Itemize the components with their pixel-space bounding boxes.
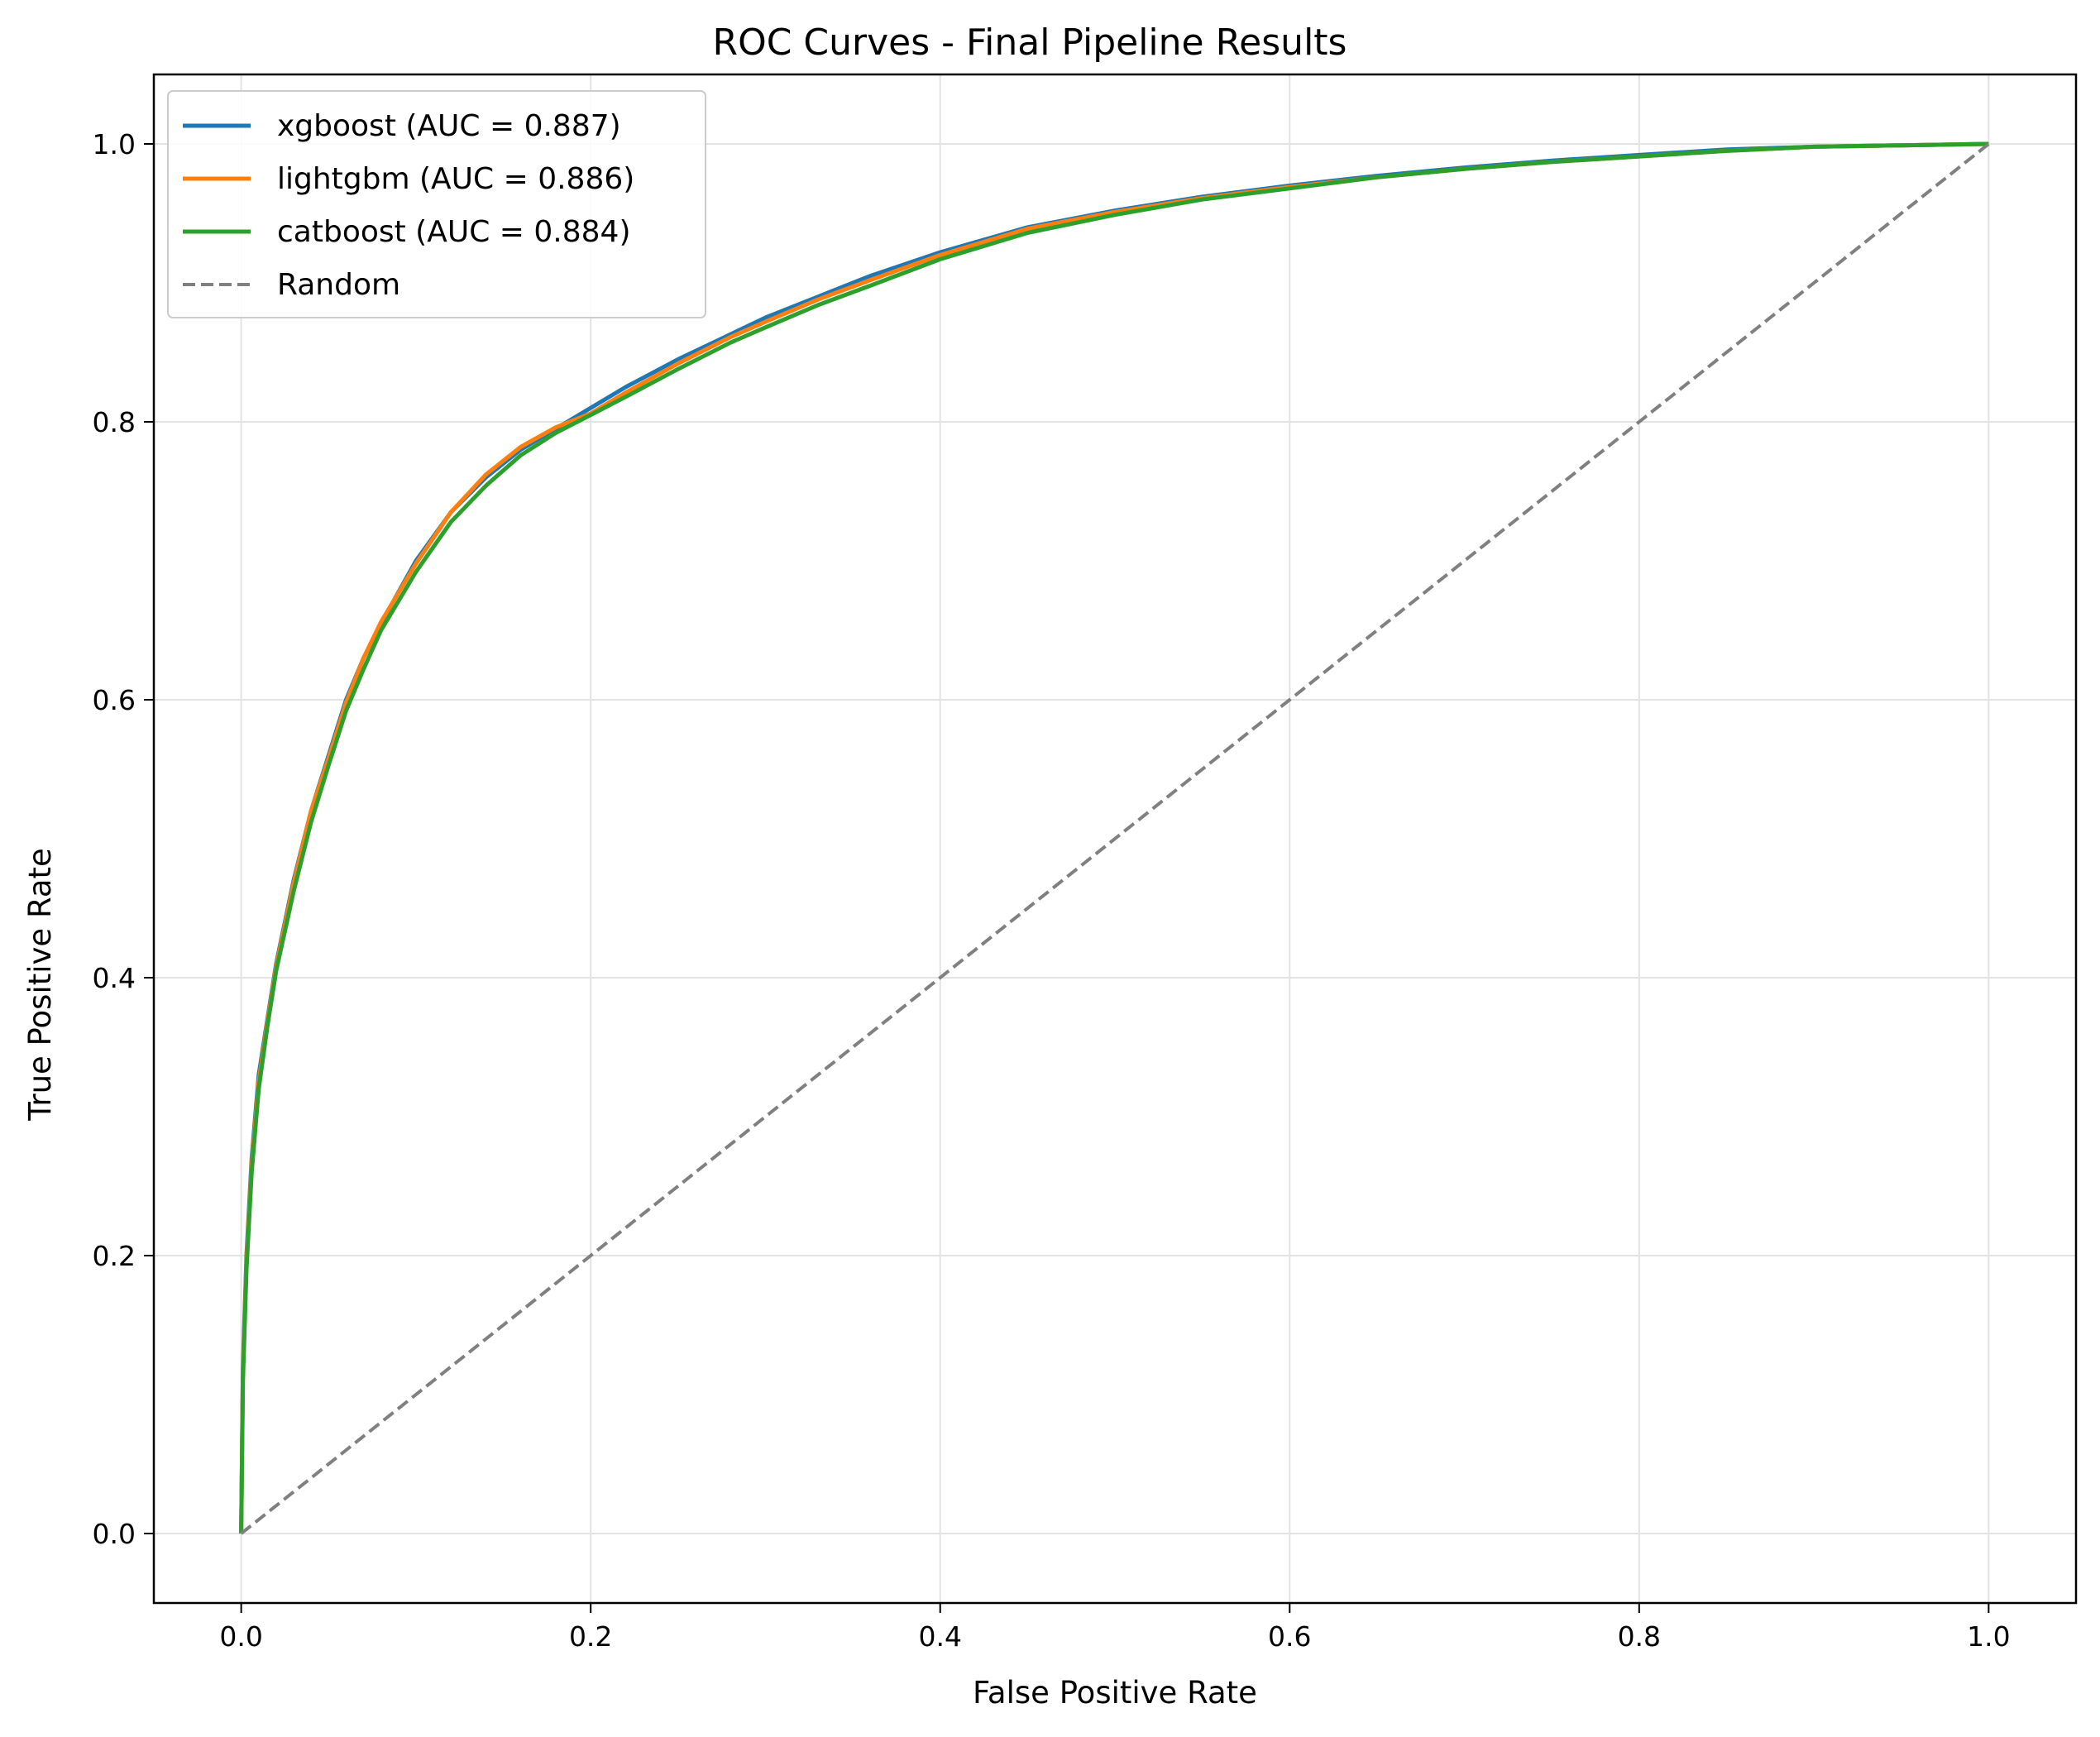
x-tick-label: 0.2	[569, 1620, 612, 1653]
series-layer	[239, 141, 1990, 1535]
legend-box	[167, 90, 706, 318]
legend: xgboost (AUC = 0.887) lightgbm (AUC = 0.8…	[167, 90, 706, 318]
legend-label: lightgbm (AUC = 0.886)	[277, 162, 634, 196]
x-tick-label: 1.0	[1967, 1620, 2010, 1653]
legend-label: Random	[277, 268, 400, 302]
grid	[154, 74, 2076, 1603]
series-line-random	[240, 142, 1990, 1535]
y-tick-label: 0.4	[93, 962, 136, 994]
y-axis-title: True Positive Rate	[22, 848, 58, 1122]
plot-frame	[152, 73, 2078, 1605]
y-tick-label: 0.2	[93, 1240, 136, 1272]
legend-label: xgboost (AUC = 0.887)	[277, 109, 621, 143]
y-tick-label: 0.8	[93, 406, 136, 438]
ticks: 0.0 0.2 0.4 0.6 0.8 1.0 0.0 0.2 0.4 0.6 0.8 1.0	[93, 128, 2011, 1653]
x-tick-label: 0.6	[1268, 1620, 1311, 1653]
y-tick-label: 1.0	[93, 128, 136, 160]
x-tick-label: 0.4	[918, 1620, 961, 1653]
legend-label: catboost (AUC = 0.884)	[277, 215, 631, 249]
y-tick-label: 0.0	[93, 1518, 136, 1550]
series-line-catboost	[239, 141, 1989, 1534]
chart-title: ROC Curves - Final Pipeline Results	[713, 22, 1347, 64]
x-axis-title: False Positive Rate	[973, 1675, 1257, 1711]
x-tick-label: 0.8	[1618, 1620, 1661, 1653]
x-tick-label: 0.0	[219, 1620, 262, 1653]
y-tick-label: 0.6	[93, 684, 136, 716]
